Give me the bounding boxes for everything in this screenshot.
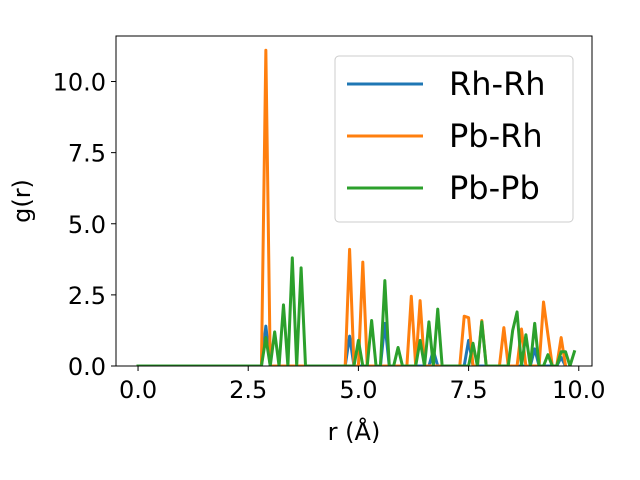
x-tick-label: 10.0 — [552, 376, 605, 404]
x-tick-label: 5.0 — [339, 376, 377, 404]
y-tick-label: 0.0 — [68, 353, 106, 381]
series-line-pb-rh — [136, 48, 568, 366]
x-tick-label: 0.0 — [119, 376, 157, 404]
x-axis: 0.0 2.5 5.0 7.5 10.0 — [119, 366, 605, 404]
series-line-pb-pb — [136, 256, 577, 366]
y-tick-label: 2.5 — [68, 282, 106, 310]
y-tick-label: 10.0 — [53, 69, 106, 97]
legend-box — [334, 55, 574, 223]
y-tick-label: 5.0 — [68, 211, 106, 239]
y-axis-label: g(r) — [8, 179, 36, 223]
legend-label-pb-pb: Pb-Pb — [449, 169, 540, 207]
legend-label-pb-rh: Pb-Rh — [449, 117, 543, 155]
x-axis-label: r (Å) — [328, 417, 381, 446]
y-tick-label: 7.5 — [68, 140, 106, 168]
series-layer — [136, 48, 577, 366]
plot-frame — [115, 35, 593, 367]
legend: Rh-Rh Pb-Rh Pb-Pb — [334, 55, 574, 223]
legend-label-rh-rh: Rh-Rh — [449, 65, 546, 103]
x-tick-label: 2.5 — [229, 376, 267, 404]
y-axis: 0.0 2.5 5.0 7.5 10.0 — [53, 69, 116, 381]
x-tick-label: 7.5 — [450, 376, 488, 404]
